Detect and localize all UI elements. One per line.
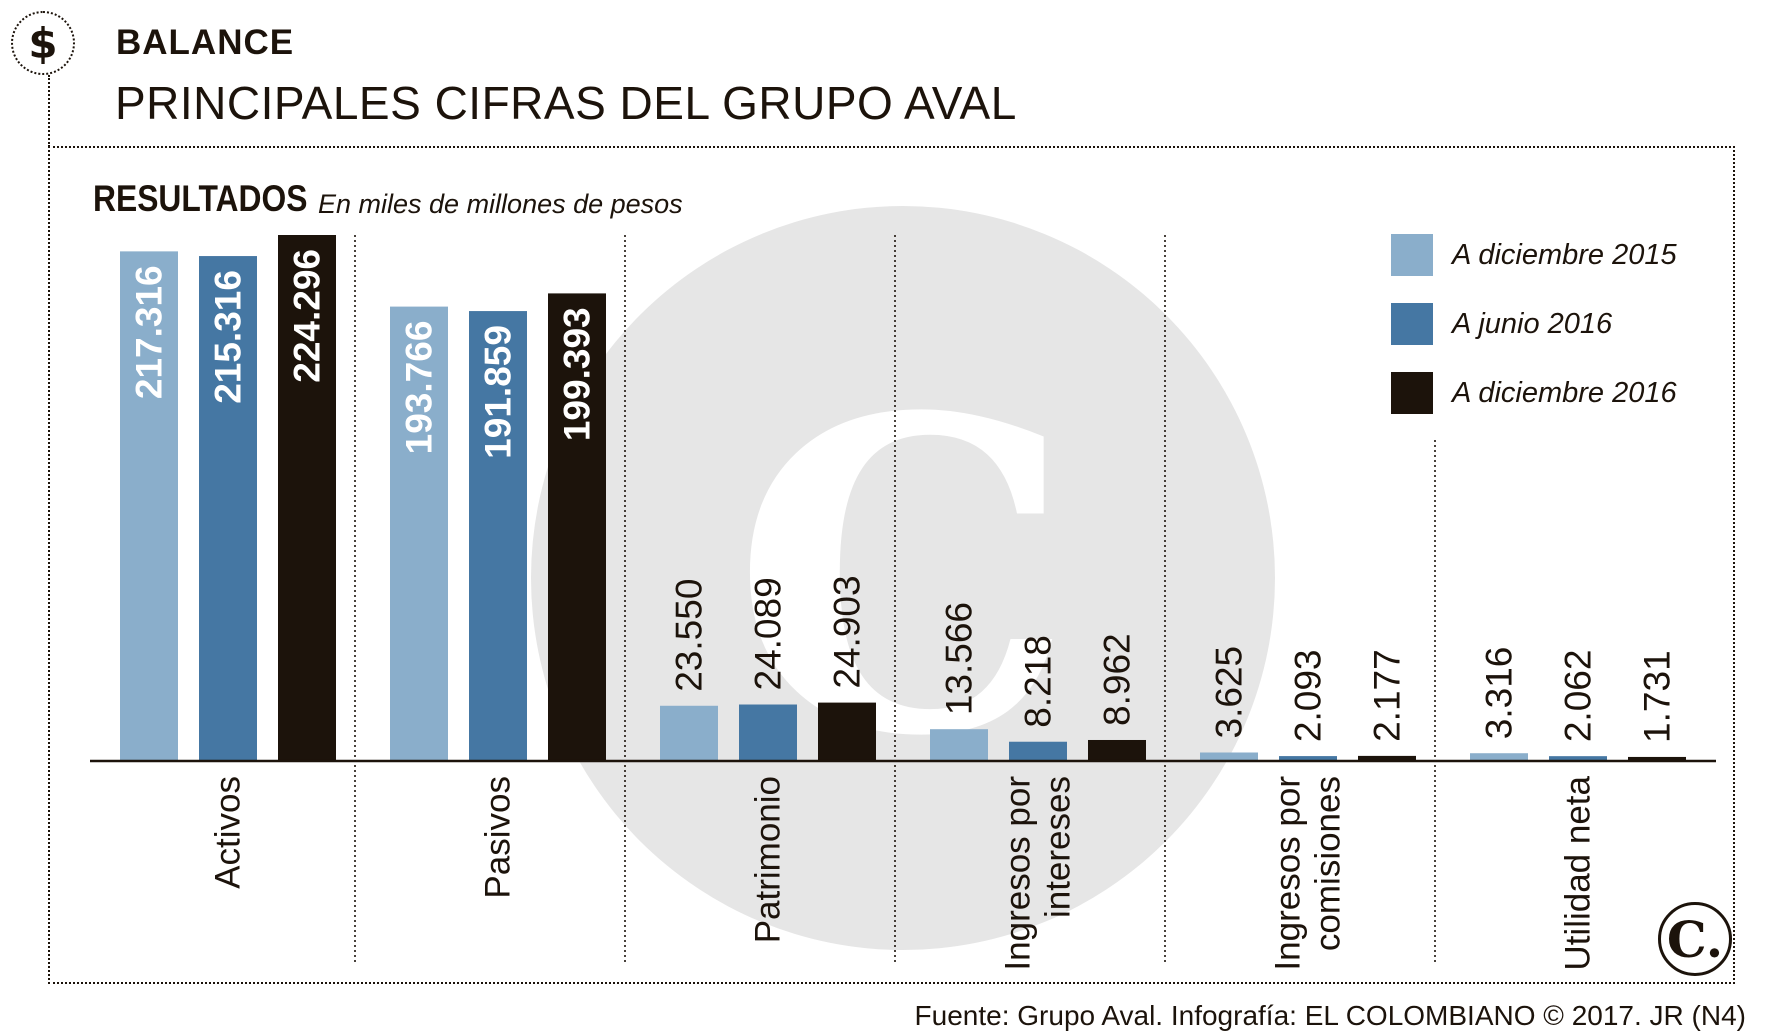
bar	[930, 729, 988, 761]
legend-item-dic-2016: A diciembre 2016	[1391, 372, 1677, 414]
dollar-icon: $	[11, 11, 75, 75]
bars	[120, 235, 1686, 762]
bar-value-label: 8.218	[1018, 635, 1059, 728]
bar	[1200, 752, 1258, 761]
source-credit: Fuente: Grupo Aval. Infografía: EL COLOM…	[914, 1000, 1746, 1031]
bar-value-label: 2.062	[1558, 650, 1599, 743]
bar	[739, 704, 797, 761]
category-label: intereses	[1039, 776, 1078, 918]
bar-value-label: 191.859	[478, 325, 519, 459]
watermark-circle	[531, 206, 1275, 950]
bar-value-label: 193.766	[399, 321, 440, 455]
bar	[1358, 755, 1416, 761]
category-label: Ingresos por	[999, 776, 1038, 971]
bar-value-label: 217.316	[129, 265, 170, 399]
bar	[818, 702, 876, 761]
bar-value-label: 24.903	[827, 575, 868, 688]
bar-value-label: 3.625	[1209, 646, 1250, 739]
chart-subtitle: En miles de millones de pesos	[318, 189, 683, 219]
category-labels: Activos Pasivos Patrimonio Ingresos por inte…	[209, 775, 1598, 970]
watermark-logo: C	[531, 206, 1275, 950]
el-colombiano-logo: C.	[1658, 902, 1732, 976]
legend-label-jun-2016: A junio 2016	[1452, 307, 1613, 340]
bar	[1549, 756, 1607, 761]
bar	[548, 293, 606, 761]
legend-item-dic-2015: A diciembre 2015	[1391, 234, 1677, 276]
bar-value-label: 8.962	[1097, 633, 1138, 726]
bar	[660, 705, 718, 761]
bar	[390, 306, 448, 761]
page-title: PRINCIPALES CIFRAS DEL GRUPO AVAL	[115, 77, 1017, 129]
legend-item-jun-2016: A junio 2016	[1391, 303, 1613, 345]
chart-title: RESULTADOS	[93, 178, 308, 219]
group-separators	[354, 235, 1436, 962]
bar-value-label: 24.089	[748, 577, 789, 690]
legend-swatch-jun-2016	[1391, 303, 1433, 345]
header-connector-line	[48, 75, 50, 147]
legend-swatch-dic-2016	[1391, 372, 1433, 414]
bar-value-label: 1.731	[1637, 650, 1678, 743]
category-label: Ingresos por	[1269, 776, 1308, 971]
chart-frame	[48, 146, 1735, 984]
bar-value-label: 2.177	[1367, 649, 1408, 742]
bar-value-label: 3.316	[1479, 647, 1520, 740]
bar-value-label: 13.566	[939, 602, 980, 715]
legend-label-dic-2016: A diciembre 2016	[1452, 376, 1677, 409]
bar-value-label: 23.550	[669, 579, 710, 692]
category-label: Pasivos	[479, 776, 518, 899]
bar	[1628, 756, 1686, 761]
bar	[278, 235, 336, 761]
bar-value-label: 199.393	[557, 307, 598, 441]
bar	[1470, 753, 1528, 761]
category-label: comisiones	[1309, 776, 1348, 951]
bar	[199, 256, 257, 761]
legend-swatch-dic-2015	[1391, 234, 1433, 276]
bar-value-label: 215.316	[208, 270, 249, 404]
category-label: Activos	[209, 776, 248, 889]
legend-label-dic-2015: A diciembre 2015	[1452, 238, 1677, 271]
bar-value-label: 224.296	[287, 249, 328, 383]
section-label: BALANCE	[116, 23, 295, 62]
bar	[1088, 739, 1146, 761]
bar	[120, 251, 178, 762]
bar	[1279, 756, 1337, 761]
bar	[469, 311, 527, 761]
bar-value-label: 2.093	[1288, 649, 1329, 742]
category-label: Patrimonio	[749, 776, 788, 943]
value-labels: 217.316 215.316 224.296 193.766 191.859 199.3…	[129, 249, 1678, 743]
bar	[1009, 741, 1067, 761]
category-label: Utilidad neta	[1559, 775, 1598, 970]
